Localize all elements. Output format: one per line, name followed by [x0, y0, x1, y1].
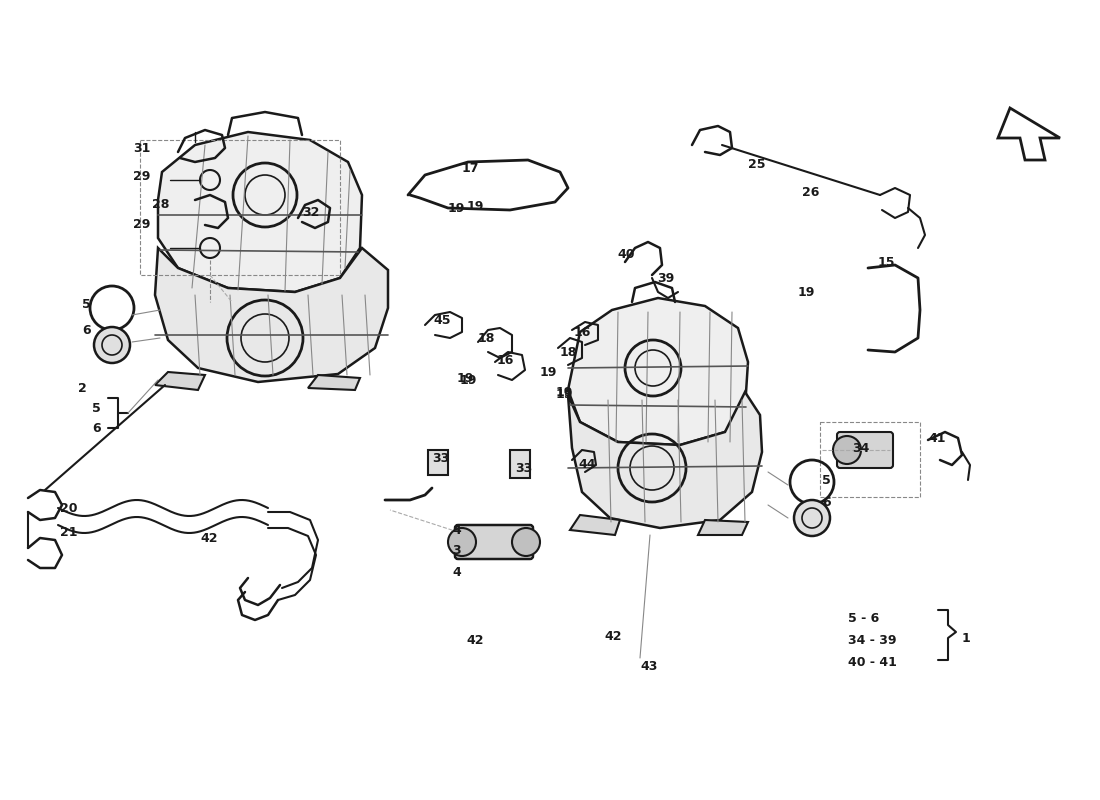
Text: 21: 21 [60, 526, 77, 539]
Text: 17: 17 [462, 162, 480, 174]
Circle shape [833, 436, 861, 464]
Polygon shape [155, 372, 205, 390]
Text: 20: 20 [60, 502, 77, 514]
Text: 19: 19 [456, 371, 474, 385]
Text: 29: 29 [133, 170, 151, 182]
Text: 19: 19 [798, 286, 815, 298]
Text: 34: 34 [852, 442, 869, 454]
Bar [820, 422, 920, 497]
Text: 39: 39 [657, 271, 674, 285]
Polygon shape [568, 392, 762, 528]
Text: 6: 6 [82, 323, 90, 337]
Text: 6: 6 [822, 495, 830, 509]
Text: 19: 19 [556, 386, 573, 399]
Text: 28: 28 [152, 198, 169, 210]
Text: 5: 5 [822, 474, 830, 486]
Text: 44: 44 [578, 458, 595, 471]
Text: 5: 5 [92, 402, 101, 414]
FancyBboxPatch shape [455, 525, 534, 559]
Text: 32: 32 [302, 206, 319, 218]
Text: 19: 19 [460, 374, 477, 386]
Text: 26: 26 [802, 186, 820, 199]
Text: 25: 25 [748, 158, 766, 171]
Polygon shape [510, 450, 530, 478]
Polygon shape [698, 520, 748, 535]
Text: 40 - 41: 40 - 41 [848, 655, 896, 669]
Text: 41: 41 [928, 431, 946, 445]
Text: 40: 40 [617, 249, 635, 262]
Polygon shape [428, 450, 448, 475]
Text: 18: 18 [478, 331, 495, 345]
Text: 18: 18 [560, 346, 578, 358]
Polygon shape [570, 515, 620, 535]
Text: 1: 1 [962, 631, 970, 645]
Bar [140, 140, 340, 275]
Text: 16: 16 [574, 326, 592, 338]
Circle shape [94, 327, 130, 363]
Circle shape [794, 500, 830, 536]
Text: 45: 45 [433, 314, 451, 326]
Text: 42: 42 [604, 630, 622, 642]
Text: 19: 19 [468, 199, 484, 213]
Text: 5: 5 [82, 298, 90, 311]
Text: 33: 33 [432, 451, 449, 465]
Text: 15: 15 [878, 255, 895, 269]
Polygon shape [998, 108, 1060, 160]
Circle shape [448, 528, 476, 556]
Text: 29: 29 [133, 218, 151, 231]
Text: 34 - 39: 34 - 39 [848, 634, 896, 646]
Polygon shape [308, 375, 360, 390]
Text: 31: 31 [133, 142, 151, 154]
Polygon shape [155, 248, 388, 382]
Text: 43: 43 [640, 659, 658, 673]
Text: 42: 42 [200, 531, 218, 545]
Text: 2: 2 [78, 382, 87, 394]
Text: 42: 42 [466, 634, 484, 646]
Text: 16: 16 [497, 354, 515, 366]
Text: 4: 4 [452, 566, 461, 578]
Circle shape [512, 528, 540, 556]
Text: 19: 19 [540, 366, 558, 378]
Text: 4: 4 [452, 523, 461, 537]
FancyBboxPatch shape [837, 432, 893, 468]
Text: 6: 6 [92, 422, 100, 434]
Text: 5 - 6: 5 - 6 [848, 611, 879, 625]
Text: 19: 19 [448, 202, 465, 214]
Polygon shape [158, 132, 362, 292]
Text: 3: 3 [452, 543, 461, 557]
Text: 33: 33 [515, 462, 532, 474]
Text: 19: 19 [556, 389, 573, 402]
Polygon shape [568, 298, 748, 445]
